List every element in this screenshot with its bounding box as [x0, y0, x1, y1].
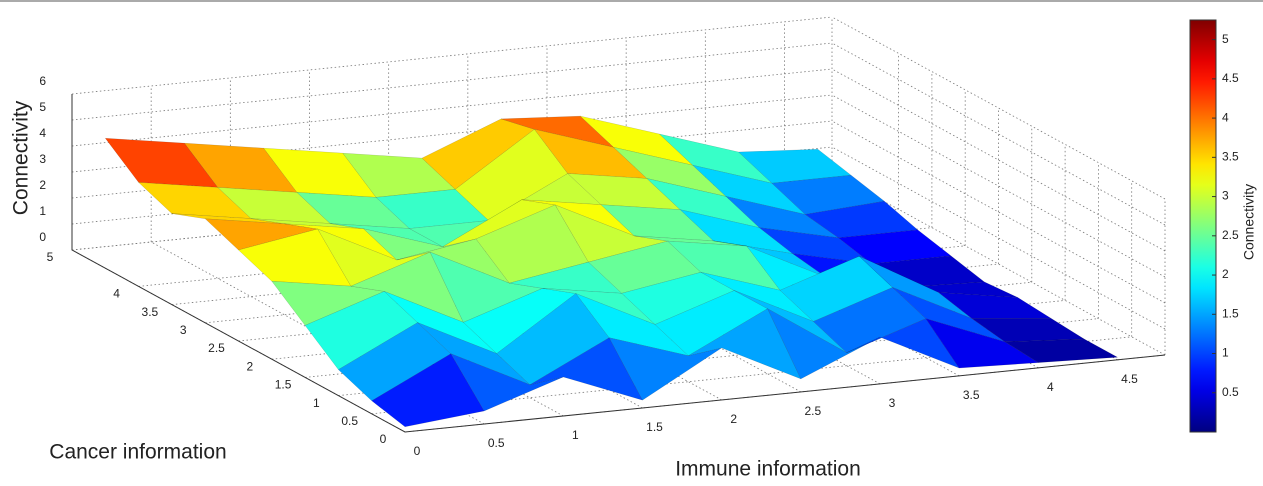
right-wall-grid-line: [831, 120, 1166, 304]
y-tick-label: 3: [180, 323, 187, 337]
floor-grid-line: [150, 241, 485, 425]
colorbar-tick-label: 3.5: [1222, 150, 1239, 164]
x-tick-label: 3: [889, 396, 896, 410]
right-wall-grid-line: [831, 16, 1166, 200]
x-tick-label: 2: [730, 412, 737, 426]
axis-line: [71, 94, 1166, 433]
back-wall-grid-line: [71, 42, 833, 121]
x-tick-label: 3.5: [963, 388, 980, 402]
y-tick-label: 2.5: [208, 341, 225, 355]
colorbar-tick-label: 1: [1222, 346, 1229, 360]
surface-cell: [937, 292, 1052, 319]
colorbar-tick-label: 1.5: [1222, 306, 1239, 320]
surface-cell: [971, 318, 1085, 343]
right-wall-grid-line: [831, 146, 1166, 330]
x-tick-label: 4: [1047, 380, 1054, 394]
z-tick-label: 6: [39, 74, 46, 88]
z-tick-label: 3: [39, 152, 46, 166]
back-wall-grid-line: [71, 16, 833, 95]
x-tick-label: 1: [572, 428, 579, 442]
x-axis-title: Immune information: [675, 458, 861, 481]
surface-cell: [838, 229, 952, 265]
back-wall-grid-line: [71, 94, 833, 173]
z-tick-label: 5: [39, 100, 46, 114]
y-tick-label: 0.5: [341, 414, 358, 428]
colorbar: [1189, 19, 1217, 433]
z-tick-label: 0: [39, 230, 46, 244]
y-tick-label: 3.5: [142, 305, 159, 319]
colorbar-tick-label: 5: [1222, 32, 1229, 46]
colorbar-tick-label: 2: [1222, 267, 1229, 281]
back-wall-grid-line: [71, 120, 833, 199]
y-tick-label: 4: [113, 287, 120, 301]
y-tick-label: 2: [246, 359, 253, 373]
colorbar-tick-label: 4: [1222, 110, 1229, 124]
colorbar-tick-label: 4.5: [1222, 71, 1239, 85]
right-wall-grid-line: [831, 172, 1166, 356]
colorbar-tick-label: 2.5: [1222, 228, 1239, 242]
y-tick-label: 5: [47, 250, 54, 264]
right-wall-grid-line: [831, 68, 1166, 252]
x-tick-label: 2.5: [804, 404, 821, 418]
x-tick-label: 0: [414, 444, 421, 458]
z-axis-title: Connectivity: [10, 100, 33, 215]
z-tick-label: 4: [39, 126, 46, 140]
y-axis-title: Cancer information: [49, 441, 226, 464]
x-tick-label: 1.5: [646, 420, 663, 434]
colorbar-tick-label: 3: [1222, 189, 1229, 203]
y-tick-label: 1.5: [275, 378, 292, 392]
surface-cell: [1004, 338, 1119, 363]
y-tick-label: 1: [313, 396, 320, 410]
right-wall-grid-line: [831, 42, 1166, 226]
right-wall-grid-line: [831, 94, 1166, 278]
x-tick-label: 4.5: [1121, 372, 1138, 386]
colorbar-title: Connectivity: [1241, 184, 1257, 260]
z-tick-label: 2: [39, 178, 46, 192]
x-tick-label: 0.5: [488, 436, 505, 450]
colorbar-tick-label: 0.5: [1222, 385, 1239, 399]
y-tick-label: 0: [380, 432, 387, 446]
z-tick-label: 1: [39, 204, 46, 218]
back-wall-grid-line: [71, 68, 833, 147]
